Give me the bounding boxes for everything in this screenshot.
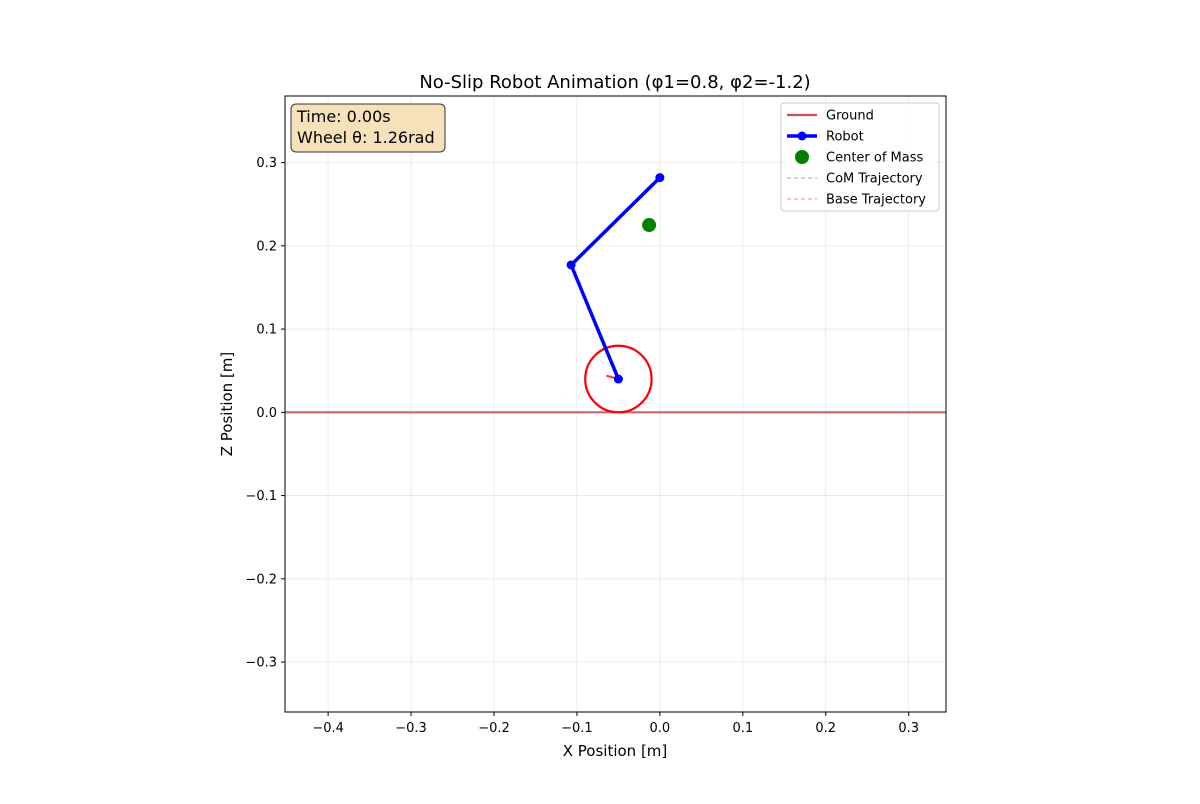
legend-item: Center of Mass xyxy=(795,150,924,166)
y-tick-label: 0.0 xyxy=(256,406,277,421)
legend-label: Ground xyxy=(826,109,874,124)
legend-com-swatch xyxy=(795,150,809,164)
y-tick-label: −0.1 xyxy=(245,489,277,504)
legend-box xyxy=(780,102,940,212)
x-tick-label: −0.4 xyxy=(312,721,344,736)
legend: Ground Robot Center of Mass CoM Trajectory B… xyxy=(780,102,940,212)
y-tick-label: −0.2 xyxy=(245,572,277,587)
wheel-circle xyxy=(584,344,653,414)
legend-label: Robot xyxy=(826,130,864,145)
legend-item: Ground xyxy=(787,109,874,124)
x-tick-label: −0.2 xyxy=(478,721,510,736)
ticks: −0.4 −0.3 −0.2 −0.1 0.0 0.1 0.2 0.3 −0.3 −0.2 −0.1… xyxy=(245,156,919,736)
y-tick-label: 0.2 xyxy=(256,239,277,254)
x-tick-label: −0.3 xyxy=(395,721,427,736)
x-tick-label: 0.1 xyxy=(732,721,753,736)
x-axis-label: X Position [m] xyxy=(563,742,668,760)
y-axis-label: Z Position [m] xyxy=(218,352,236,457)
robot-joint xyxy=(613,374,623,384)
legend-label: CoM Trajectory xyxy=(826,172,923,187)
legend-robot-marker xyxy=(797,131,807,141)
y-tick-label: 0.3 xyxy=(256,156,277,171)
info-box: Time: 0.00s Wheel θ: 1.26rad xyxy=(290,103,446,153)
legend-label: Base Trajectory xyxy=(826,193,926,208)
legend-item: Base Trajectory xyxy=(787,193,926,208)
plot-data xyxy=(285,173,946,414)
x-tick-label: −0.1 xyxy=(561,721,593,736)
chart-title: No-Slip Robot Animation (φ1=0.8, φ2=-1.2… xyxy=(419,72,810,93)
legend-item: Robot xyxy=(787,130,864,145)
x-tick-label: 0.2 xyxy=(815,721,836,736)
x-tick-label: 0.0 xyxy=(650,721,671,736)
robot-joint xyxy=(566,260,576,270)
info-box-background xyxy=(290,103,446,153)
robot-link xyxy=(569,175,662,267)
robot-link xyxy=(569,263,621,381)
wheel-angle-readout: Wheel θ: 1.26rad xyxy=(297,128,435,147)
time-readout: Time: 0.00s xyxy=(296,107,391,126)
legend-item: CoM Trajectory xyxy=(787,172,923,187)
y-tick-label: 0.1 xyxy=(256,323,277,338)
axes-frame xyxy=(284,95,947,713)
x-tick-label: 0.3 xyxy=(898,721,919,736)
center-of-mass-marker xyxy=(642,218,657,233)
robot-joint xyxy=(655,173,665,183)
legend-label: Center of Mass xyxy=(826,151,924,166)
y-tick-label: −0.3 xyxy=(245,656,277,671)
